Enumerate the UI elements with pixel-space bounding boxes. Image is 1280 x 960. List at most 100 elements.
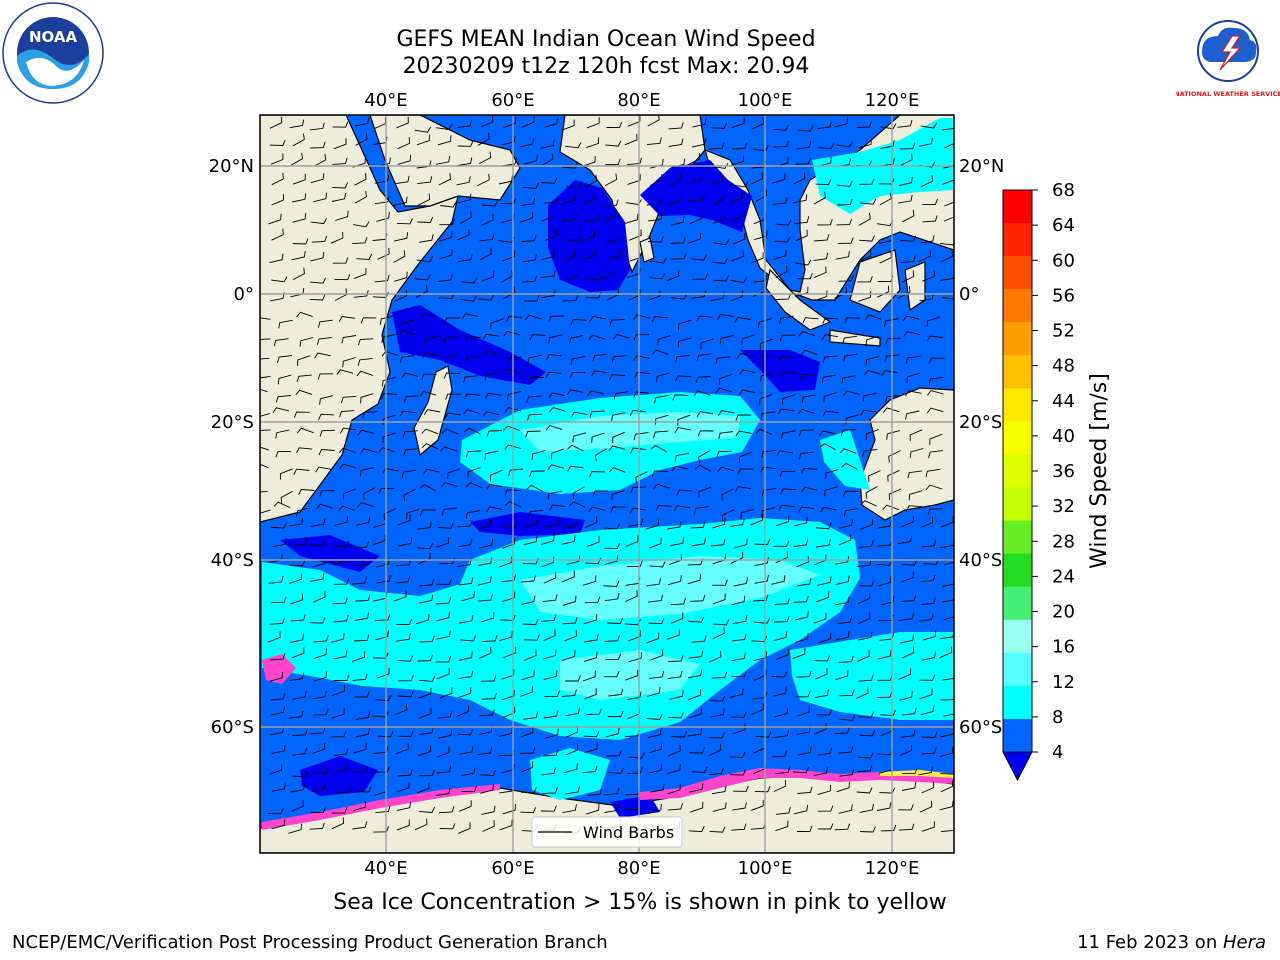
wind-barb (548, 392, 565, 399)
wind-barb (629, 409, 646, 416)
wind-barb (484, 392, 502, 399)
wind-barb (418, 594, 434, 604)
wind-barb (774, 615, 790, 623)
wind-barb (730, 769, 747, 776)
wind-barb (270, 692, 286, 701)
wind-barb (775, 265, 788, 279)
wind-barb (646, 687, 661, 697)
wind-barb (520, 197, 536, 206)
wind-barb (562, 804, 577, 814)
wind-barb (439, 231, 453, 242)
wind-barb (271, 819, 286, 830)
wind-barb (271, 194, 284, 206)
wind-barb (378, 447, 396, 453)
wind-barb (667, 783, 681, 795)
wind-barb (711, 785, 727, 795)
wind-barb (393, 232, 409, 242)
wind-barb (753, 594, 769, 602)
wind-barb (543, 710, 559, 719)
wind-barb (919, 674, 936, 681)
wind-barb (717, 466, 735, 473)
wind-barb (670, 216, 685, 226)
wind-barb (463, 409, 480, 415)
wind-barb (604, 592, 620, 602)
wind-barb (444, 412, 461, 419)
lat-ticks-right: 20°N 0° 20°S 40°S 60°S (959, 156, 1004, 738)
wind-barb (523, 649, 537, 661)
wind-barb (374, 614, 391, 622)
wind-barb (589, 471, 605, 478)
wind-barb (905, 390, 922, 397)
wind-barb (457, 558, 472, 568)
wind-barb (919, 292, 935, 302)
wind-barb (270, 653, 286, 661)
lat-tick-right-40s: 40°S (959, 550, 1002, 571)
wind-barb (922, 630, 937, 641)
wind-barb (713, 239, 730, 246)
wind-barb (499, 630, 513, 642)
wind-barb (542, 787, 558, 795)
wind-barb (901, 707, 917, 716)
wind-barb (690, 801, 704, 813)
wind-barb (382, 414, 396, 426)
wind-barb (267, 807, 284, 815)
wind-barb (858, 212, 871, 226)
wind-barb (898, 804, 914, 811)
wind-barb (942, 583, 954, 587)
wind-barb (270, 706, 285, 716)
wind-barb (314, 153, 327, 167)
wind-barb (648, 764, 663, 774)
wind-barb (939, 800, 954, 811)
wind-barb (888, 488, 902, 501)
wind-barb (754, 538, 771, 546)
wind-barb (939, 241, 954, 246)
wind-barb (352, 801, 367, 812)
wind-barb (501, 690, 515, 701)
wind-barb (624, 213, 639, 224)
wind-barb (688, 825, 705, 833)
wind-barb (521, 275, 538, 283)
wind-barb (588, 506, 606, 513)
wind-barb (692, 118, 707, 128)
wind-barb (688, 173, 703, 184)
wind-barb (814, 290, 828, 302)
colorbar-bin (1003, 718, 1032, 753)
wind-barb (877, 649, 892, 660)
wind-barb (943, 616, 954, 621)
wind-barb (312, 690, 327, 700)
wind-barb (436, 537, 450, 548)
wind-barbs (260, 115, 954, 834)
wind-barb (876, 802, 892, 811)
wind-barb (928, 376, 944, 385)
wind-barb (309, 122, 325, 131)
wind-barb (292, 771, 309, 778)
wind-barb (359, 448, 377, 454)
wind-barb (356, 253, 373, 260)
wind-barb (437, 274, 453, 283)
wind-barb (898, 668, 912, 680)
wind-barb (461, 313, 479, 320)
wind-barb (436, 765, 452, 774)
wind-barb (541, 556, 555, 568)
colorbar-tick-label: 60 (1052, 250, 1075, 271)
wind-barb (436, 667, 450, 680)
wind-barb (649, 670, 665, 679)
wind-barb (751, 703, 764, 715)
wind-barb (761, 507, 776, 517)
wind-barb (540, 139, 555, 149)
wind-barb (269, 671, 284, 682)
lat-tick-right-20s: 20°S (959, 412, 1002, 433)
wind-barb (585, 137, 600, 149)
wind-barb (750, 513, 764, 526)
wind-barb (712, 192, 725, 206)
wind-barb (736, 352, 754, 359)
wind-barb (416, 521, 432, 530)
wind-barb (297, 355, 311, 367)
wind-barb (415, 285, 428, 298)
wind-barb (271, 276, 288, 283)
wind-barb (855, 687, 869, 699)
wind-barb (398, 329, 415, 336)
wind-barb (898, 194, 913, 204)
wind-barb (458, 670, 474, 679)
wind-barb (898, 691, 913, 701)
